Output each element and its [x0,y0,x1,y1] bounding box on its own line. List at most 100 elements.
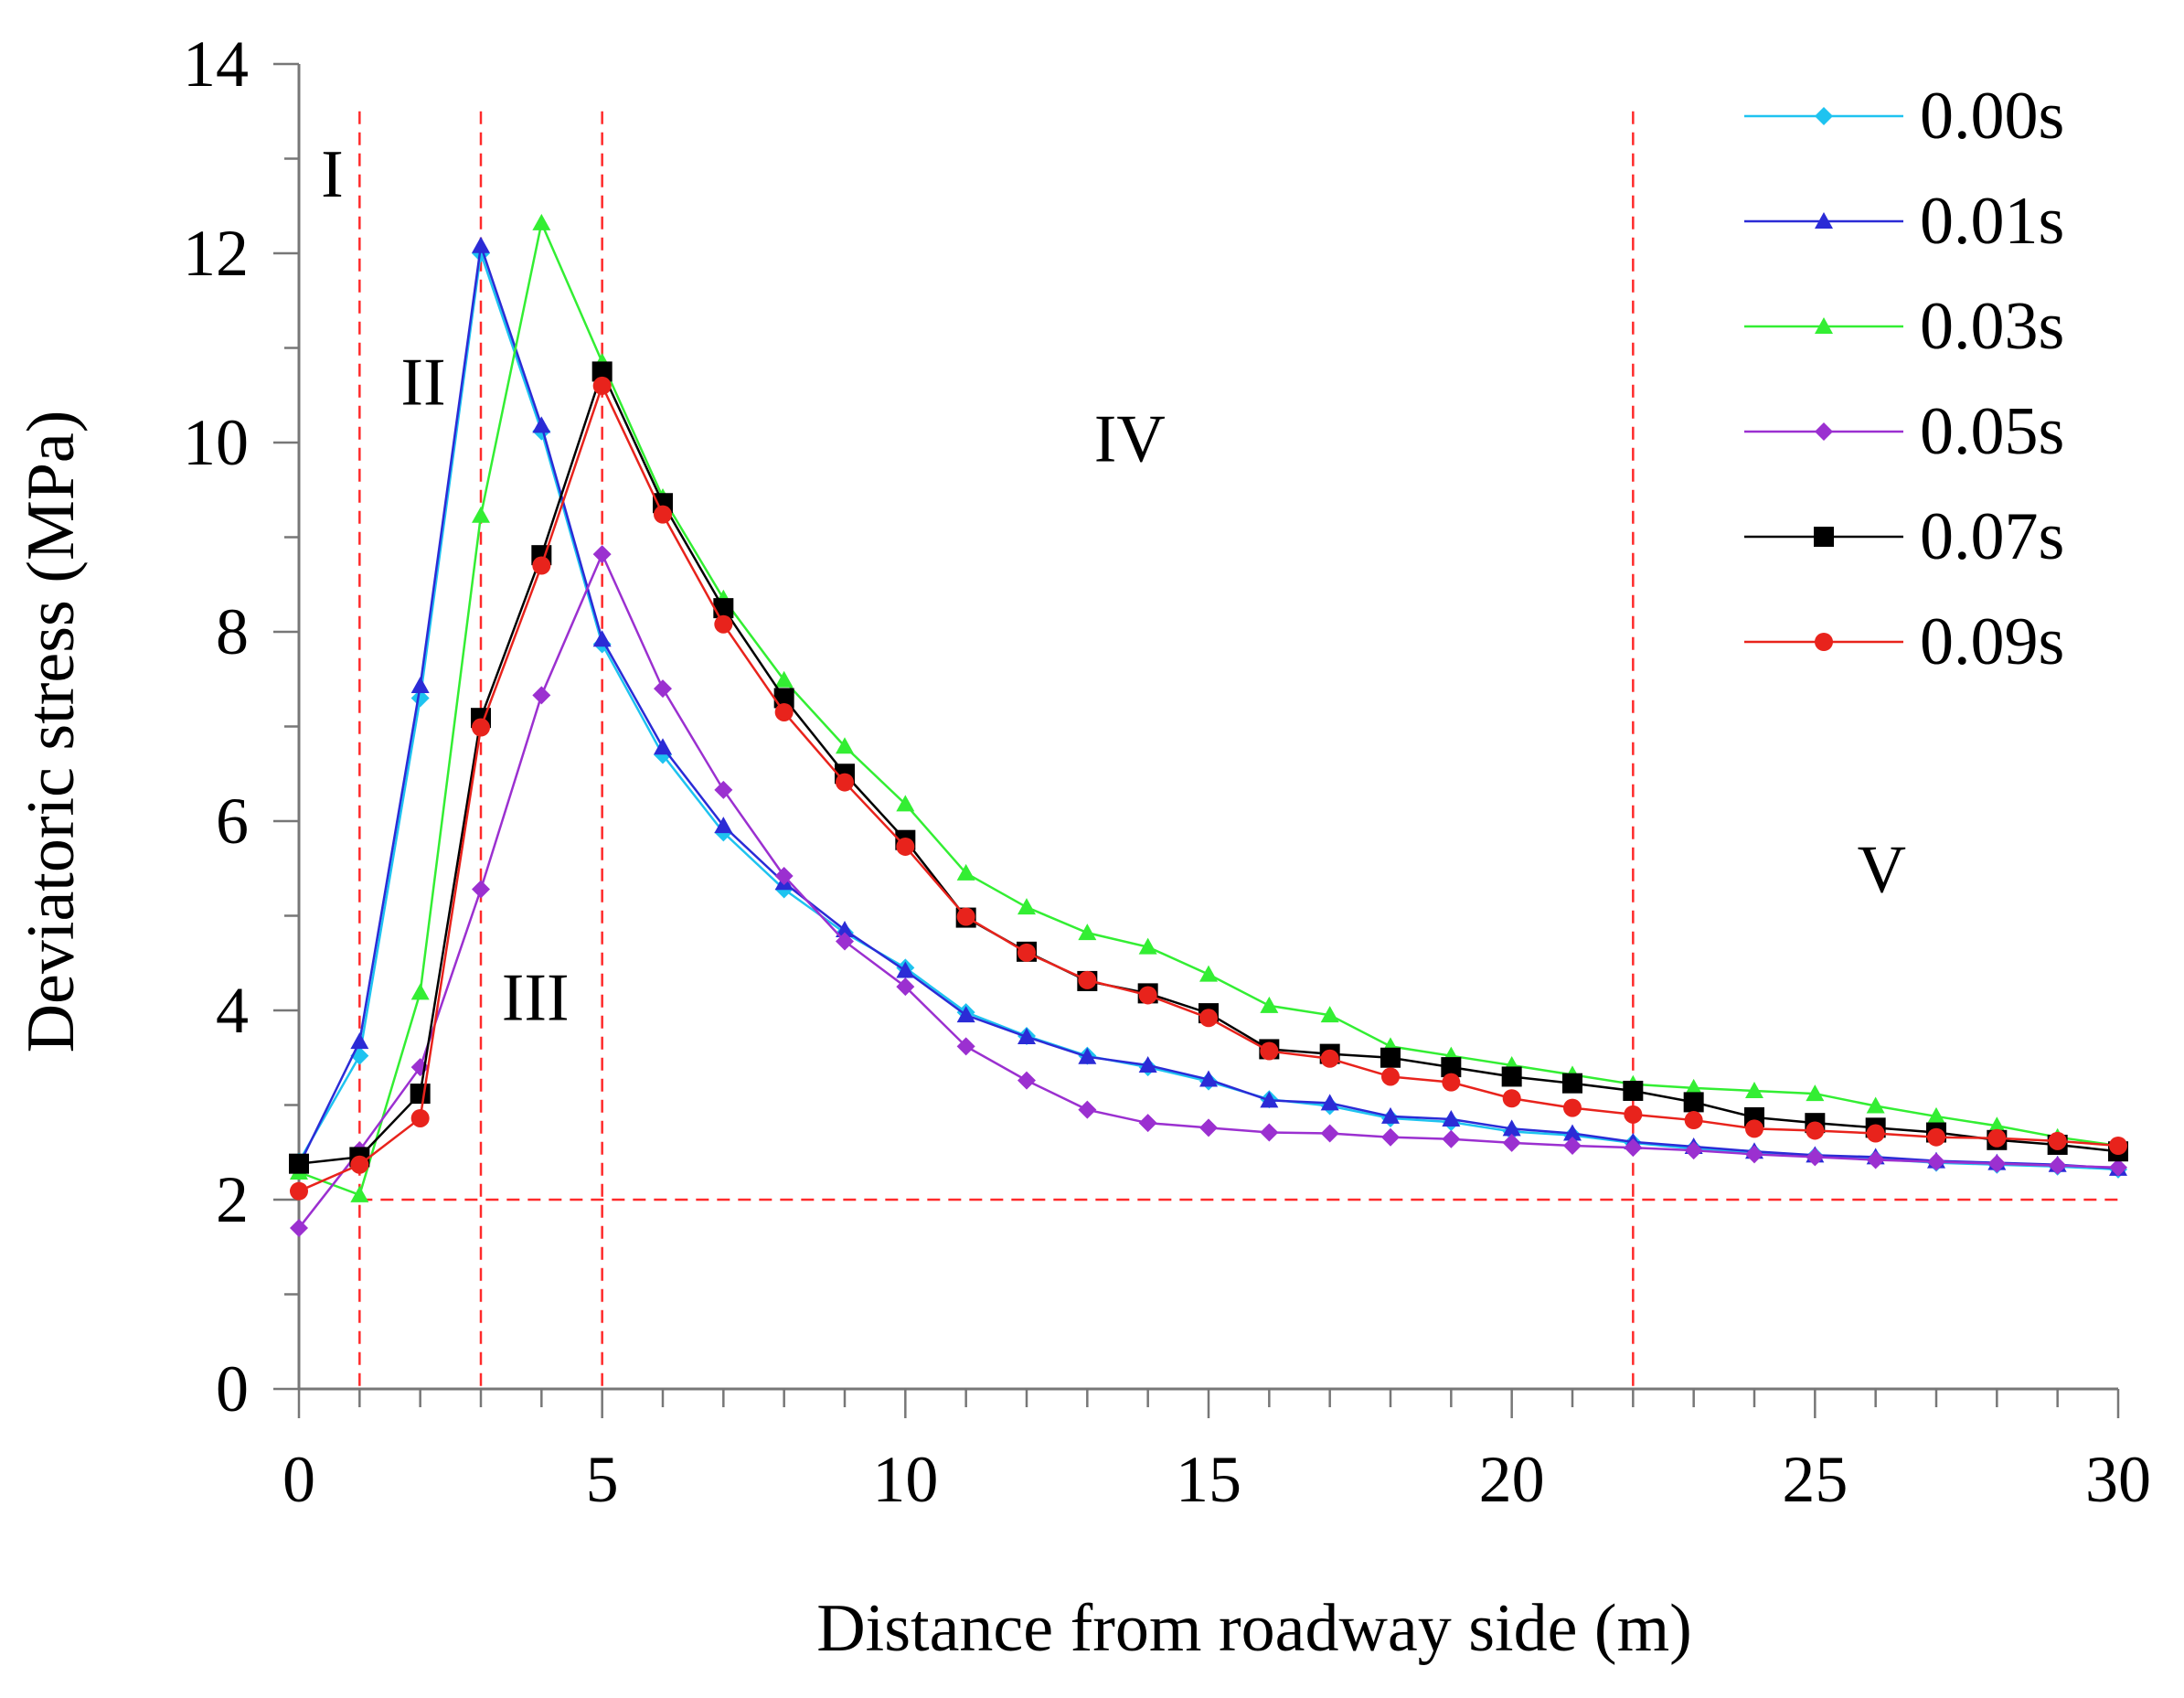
data-point [1563,1098,1582,1117]
data-point [654,679,672,699]
x-tick-label: 5 [586,1443,619,1516]
legend-marker [1815,212,1833,229]
x-tick-label: 0 [282,1443,315,1516]
data-point [410,689,430,708]
x-axis-title: Distance from roadway side (m) [816,1591,1692,1666]
data-point [1563,1124,1582,1141]
data-point [956,1037,975,1056]
data-point [410,1108,430,1127]
data-point [1866,1096,1885,1114]
data-point [1806,1121,1825,1140]
data-point [1320,1049,1339,1068]
data-point [956,1006,975,1023]
data-point [1502,1089,1521,1108]
data-point [1017,1027,1036,1044]
data-point [714,614,733,634]
data-point [1381,1106,1400,1124]
data-point [1260,1091,1279,1108]
data-point [1866,1124,1885,1143]
x-tick-label: 15 [1176,1443,1241,1516]
data-point [896,837,915,856]
data-point [1017,898,1036,915]
data-point [2109,1158,2127,1177]
y-tick-label: 0 [216,1352,249,1426]
data-point [350,1155,369,1174]
data-point [1745,1119,1763,1138]
legend-marker [1815,422,1833,441]
data-point [1320,1124,1339,1143]
data-point [290,1181,308,1201]
legend-marker [1815,317,1833,334]
data-point [1806,1084,1825,1102]
data-point [956,863,975,881]
region-label-II: II [400,346,445,421]
data-point [1927,1152,1945,1171]
data-point [1927,1106,1945,1124]
data-point [836,921,854,938]
data-point [774,670,794,688]
legend-label: 0.03s [1920,289,2064,364]
data-point [1138,986,1157,1005]
data-point [714,780,733,799]
data-point [472,880,490,899]
region-label-I: I [321,137,344,212]
legend-item: 0.01s [1744,184,2064,259]
data-point [1927,1127,1945,1147]
x-tick-label: 30 [2085,1443,2151,1516]
legend-marker [1814,527,1834,547]
data-point [1806,1148,1825,1167]
x-tick-label: 20 [1479,1443,1545,1516]
data-point [654,505,672,524]
data-point [1199,1070,1218,1087]
data-point [1987,1154,2007,1173]
data-point [2048,1131,2067,1150]
data-point [836,773,854,792]
legend-item: 0.03s [1744,289,2064,364]
data-point [1017,943,1036,962]
data-point [1745,1145,1763,1164]
y-tick-label: 14 [183,27,249,101]
data-point [1502,1119,1521,1137]
data-point [896,795,915,812]
data-point [1623,1080,1644,1101]
series-group [289,213,2128,1238]
series-0.07s [289,361,2128,1174]
data-point [774,702,794,721]
series-0.03s [290,213,2127,1202]
data-point [774,867,794,886]
data-point [1078,1100,1097,1119]
data-point [350,1032,369,1050]
data-point [896,961,915,978]
y-tick-label: 2 [216,1163,249,1236]
data-point [1442,1110,1461,1127]
legend-marker [1815,633,1833,651]
data-point [1683,1092,1704,1113]
y-tick-label: 6 [216,785,249,858]
data-point [1199,965,1218,982]
data-point [592,376,612,395]
data-point [1745,1081,1763,1098]
data-point [592,630,612,647]
data-point [1320,1006,1339,1023]
y-tick-label: 4 [216,974,249,1047]
legend-item: 0.07s [1744,499,2064,574]
data-point [714,817,733,834]
data-point [836,737,854,754]
data-point [2109,1137,2127,1156]
data-point [1078,970,1097,989]
data-point [1624,1138,1643,1158]
legend-item: 0.00s [1744,79,2064,154]
legend-label: 0.05s [1920,394,2064,469]
data-point [1562,1073,1582,1094]
data-point [1260,1123,1279,1142]
series-0.09s [290,376,2127,1201]
data-point [532,686,551,705]
data-point [956,907,975,926]
region-label-IV: IV [1094,402,1166,477]
data-point [350,1185,369,1202]
series-line [297,245,2119,1170]
data-point [1199,1118,1218,1137]
divider-lines [358,111,2118,1389]
